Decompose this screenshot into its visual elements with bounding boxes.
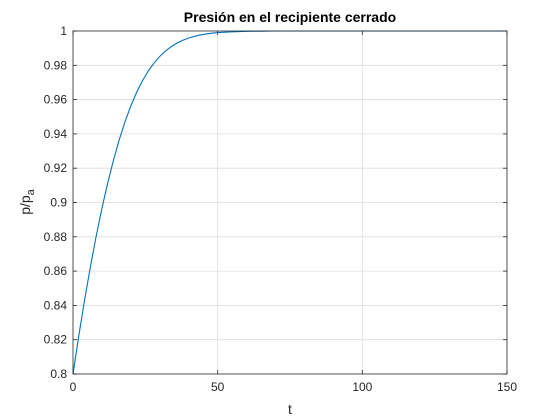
y-axis-label: p/pa [17,188,37,214]
y-tick-labels: 0.8 0.82 0.84 0.86 0.88 0.9 0.92 0.94 0.96 0.98 1 [44,24,68,381]
y-tick-label: 1 [60,24,67,38]
y-tick-label: 0.94 [44,127,68,141]
x-axis-label: t [288,401,292,417]
x-tick-label: 0 [70,380,77,394]
ticks [72,30,508,375]
y-tick-label: 0.8 [50,367,67,381]
y-tick-label: 0.84 [44,298,68,312]
y-tick-label: 0.9 [50,196,67,210]
y-axis-label-main: p/p [17,195,33,215]
y-tick-label: 0.98 [44,58,68,72]
y-tick-label: 0.92 [44,161,68,175]
y-tick-label: 0.88 [44,230,68,244]
y-tick-label: 0.96 [44,93,68,107]
y-tick-label: 0.86 [44,264,68,278]
grid [73,31,507,374]
x-tick-label: 100 [352,380,372,394]
chart-title: Presión en el recipiente cerrado [184,9,396,25]
y-axis-label-subscript: a [25,188,37,195]
x-tick-label: 150 [497,380,517,394]
x-tick-labels: 0 50 100 150 [70,380,518,394]
y-tick-label: 0.82 [44,333,68,347]
x-tick-label: 50 [211,380,225,394]
